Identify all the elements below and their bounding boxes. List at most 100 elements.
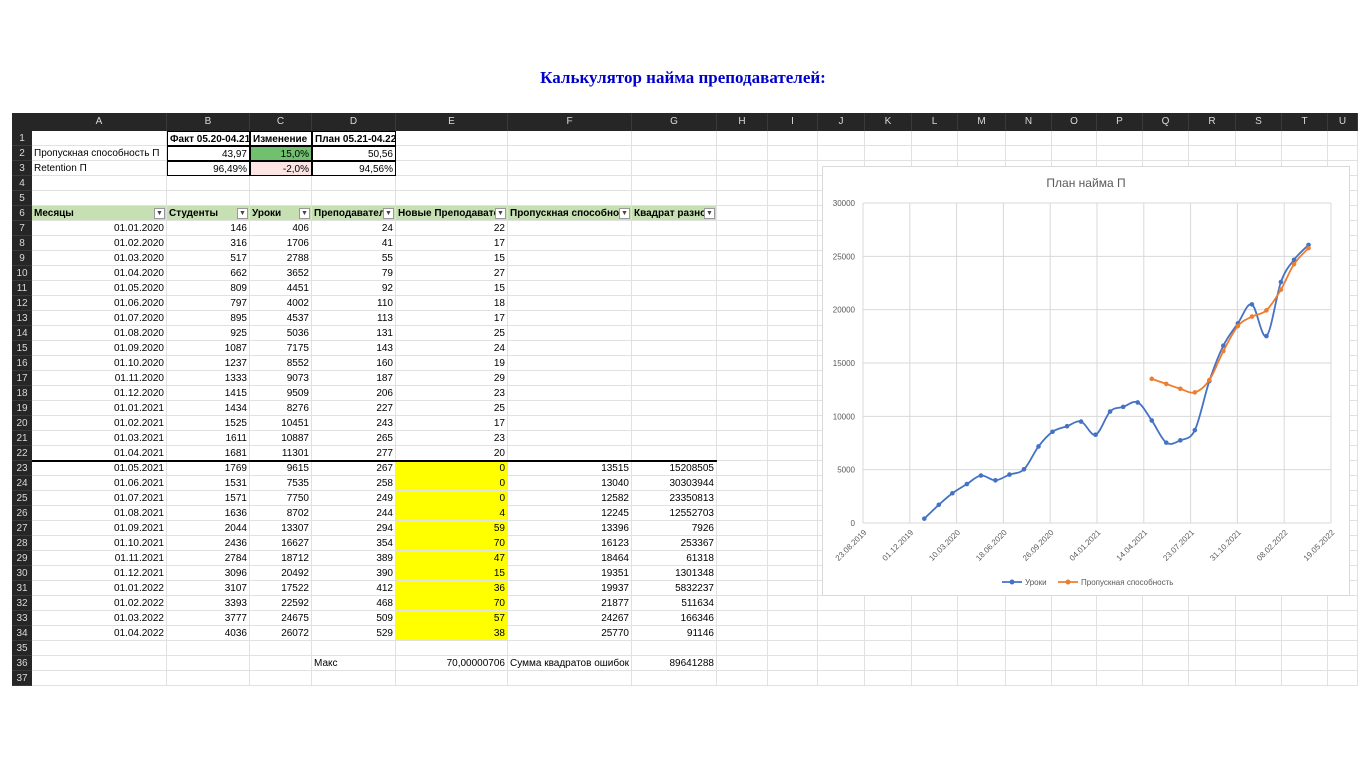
cell[interactable] bbox=[717, 146, 768, 161]
cell[interactable] bbox=[768, 341, 818, 356]
table-cell[interactable] bbox=[632, 446, 717, 461]
cell[interactable] bbox=[768, 176, 818, 191]
table-cell[interactable]: 3096 bbox=[167, 566, 250, 581]
cell[interactable] bbox=[1052, 596, 1097, 611]
cell[interactable] bbox=[632, 641, 717, 656]
cell[interactable] bbox=[717, 131, 768, 146]
table-cell[interactable]: 16123 bbox=[508, 536, 632, 551]
cell[interactable] bbox=[632, 131, 717, 146]
table-cell[interactable]: 4 bbox=[396, 506, 508, 521]
cell[interactable] bbox=[717, 491, 768, 506]
table-cell[interactable]: 17 bbox=[396, 311, 508, 326]
cell[interactable] bbox=[958, 671, 1006, 686]
cell[interactable] bbox=[865, 641, 912, 656]
table-cell[interactable] bbox=[508, 311, 632, 326]
table-cell[interactable]: 61318 bbox=[632, 551, 717, 566]
cell[interactable] bbox=[768, 371, 818, 386]
row-header-34[interactable]: 34 bbox=[12, 626, 32, 641]
max-value[interactable]: 70,00000706 bbox=[396, 656, 508, 671]
table-cell[interactable]: 17 bbox=[396, 236, 508, 251]
cell[interactable] bbox=[865, 146, 912, 161]
cell[interactable] bbox=[1143, 596, 1189, 611]
table-cell[interactable] bbox=[508, 356, 632, 371]
table-cell[interactable]: 18 bbox=[396, 296, 508, 311]
cell[interactable] bbox=[1236, 131, 1282, 146]
table-cell[interactable]: 01.10.2021 bbox=[32, 536, 167, 551]
cell[interactable] bbox=[768, 611, 818, 626]
row-header-15[interactable]: 15 bbox=[12, 341, 32, 356]
table-cell[interactable]: 24267 bbox=[508, 611, 632, 626]
table-cell[interactable]: 1531 bbox=[167, 476, 250, 491]
cell[interactable] bbox=[958, 596, 1006, 611]
cell[interactable] bbox=[768, 581, 818, 596]
table-cell[interactable]: 24 bbox=[396, 341, 508, 356]
sse-value[interactable]: 89641288 bbox=[632, 656, 717, 671]
cell[interactable] bbox=[768, 146, 818, 161]
table-cell[interactable]: 55 bbox=[312, 251, 396, 266]
row-header-24[interactable]: 24 bbox=[12, 476, 32, 491]
column-header-p[interactable]: P bbox=[1097, 113, 1143, 131]
table-cell[interactable]: 01.09.2021 bbox=[32, 521, 167, 536]
row-header-35[interactable]: 35 bbox=[12, 641, 32, 656]
table-cell[interactable]: 36 bbox=[396, 581, 508, 596]
select-all-corner[interactable] bbox=[12, 113, 32, 131]
table-header[interactable]: Уроки bbox=[250, 206, 312, 221]
cell[interactable] bbox=[1097, 146, 1143, 161]
cell[interactable] bbox=[1143, 131, 1189, 146]
column-header-r[interactable]: R bbox=[1189, 113, 1236, 131]
table-cell[interactable]: 13307 bbox=[250, 521, 312, 536]
cell[interactable] bbox=[1189, 611, 1236, 626]
table-cell[interactable]: 2784 bbox=[167, 551, 250, 566]
table-cell[interactable]: 277 bbox=[312, 446, 396, 461]
table-cell[interactable] bbox=[632, 266, 717, 281]
cell[interactable] bbox=[958, 641, 1006, 656]
cell[interactable] bbox=[250, 671, 312, 686]
row-header-19[interactable]: 19 bbox=[12, 401, 32, 416]
cell[interactable] bbox=[1282, 146, 1328, 161]
table-cell[interactable] bbox=[632, 251, 717, 266]
row-header-28[interactable]: 28 bbox=[12, 536, 32, 551]
table-cell[interactable]: 19937 bbox=[508, 581, 632, 596]
chart-container[interactable]: План найма П 0 5000 10000 15000 20000 25000 300… bbox=[822, 166, 1350, 596]
summary-header[interactable]: Факт 05.20-04.21 bbox=[167, 131, 250, 146]
column-header-h[interactable]: H bbox=[717, 113, 768, 131]
cell[interactable] bbox=[1097, 131, 1143, 146]
cell[interactable] bbox=[717, 506, 768, 521]
cell[interactable] bbox=[717, 566, 768, 581]
table-cell[interactable]: 468 bbox=[312, 596, 396, 611]
cell[interactable] bbox=[717, 236, 768, 251]
cell[interactable] bbox=[32, 641, 167, 656]
cell[interactable] bbox=[1052, 671, 1097, 686]
cell[interactable] bbox=[717, 446, 768, 461]
cell[interactable] bbox=[865, 596, 912, 611]
cell[interactable] bbox=[1006, 671, 1052, 686]
table-cell[interactable]: 1636 bbox=[167, 506, 250, 521]
cell[interactable] bbox=[632, 176, 717, 191]
cell[interactable] bbox=[768, 161, 818, 176]
table-cell[interactable]: 0 bbox=[396, 461, 508, 476]
cell[interactable] bbox=[1328, 596, 1358, 611]
cell[interactable] bbox=[508, 146, 632, 161]
cell[interactable] bbox=[32, 656, 167, 671]
table-cell[interactable]: 12582 bbox=[508, 491, 632, 506]
cell[interactable] bbox=[167, 671, 250, 686]
filter-dropdown-icon[interactable]: ▼ bbox=[154, 208, 165, 219]
table-cell[interactable]: 01.01.2021 bbox=[32, 401, 167, 416]
cell[interactable] bbox=[717, 656, 768, 671]
cell[interactable] bbox=[818, 626, 865, 641]
table-cell[interactable]: 24675 bbox=[250, 611, 312, 626]
table-cell[interactable]: 1434 bbox=[167, 401, 250, 416]
summary-header[interactable]: Изменение bbox=[250, 131, 312, 146]
table-cell[interactable]: 206 bbox=[312, 386, 396, 401]
table-cell[interactable] bbox=[508, 236, 632, 251]
table-cell[interactable]: 15208505 bbox=[632, 461, 717, 476]
cell[interactable] bbox=[508, 161, 632, 176]
table-cell[interactable] bbox=[508, 221, 632, 236]
table-cell[interactable]: 131 bbox=[312, 326, 396, 341]
table-cell[interactable]: 01.02.2020 bbox=[32, 236, 167, 251]
table-cell[interactable]: 243 bbox=[312, 416, 396, 431]
cell[interactable] bbox=[912, 626, 958, 641]
table-cell[interactable]: 10451 bbox=[250, 416, 312, 431]
cell[interactable] bbox=[1052, 656, 1097, 671]
table-cell[interactable] bbox=[632, 296, 717, 311]
